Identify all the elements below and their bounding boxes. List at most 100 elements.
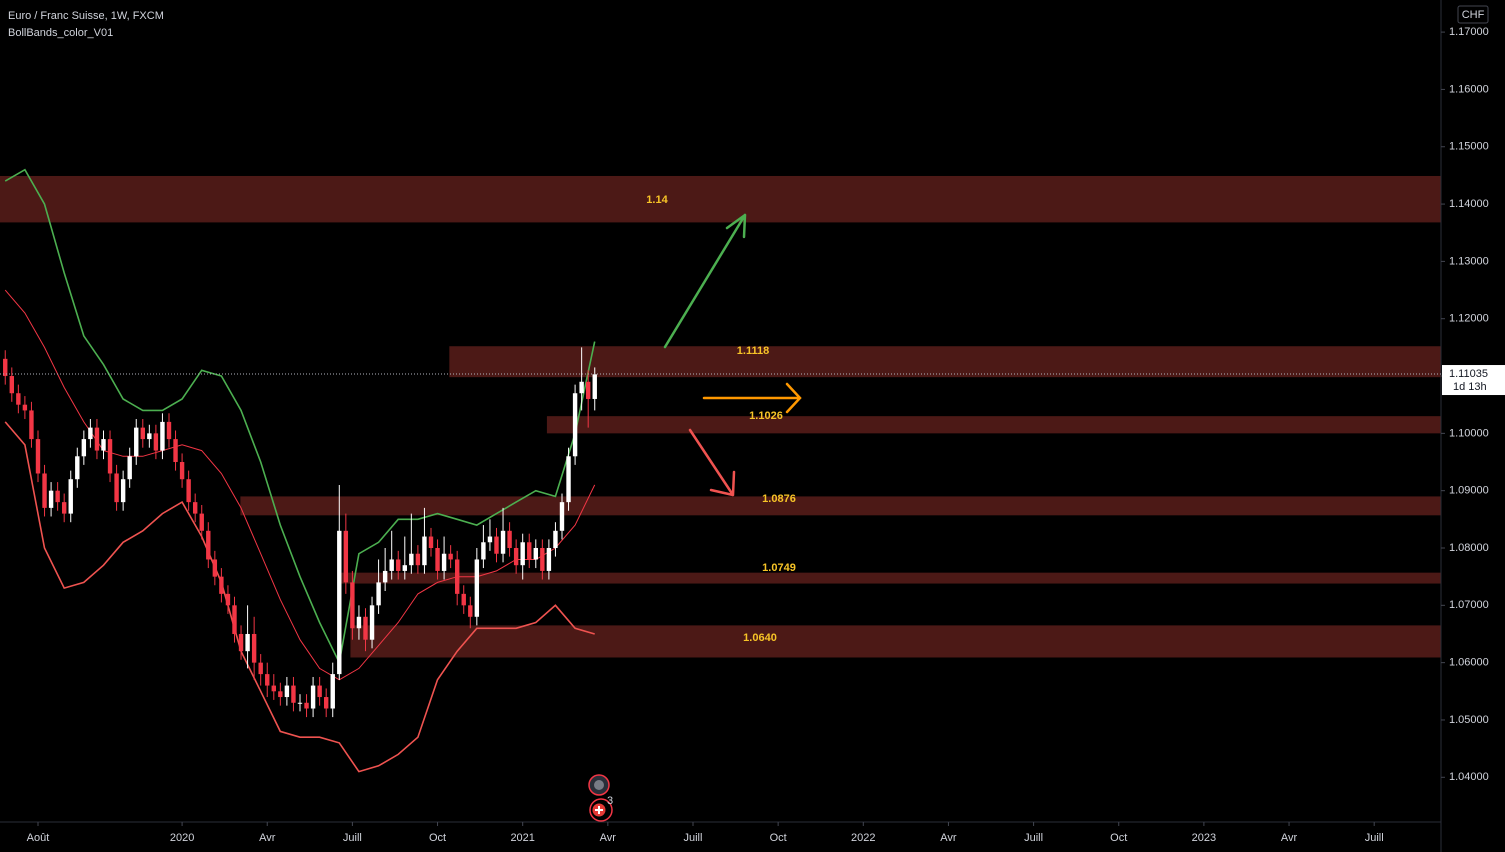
x-tick-label: Juill [684,832,703,844]
candle-body [179,462,185,480]
y-tick-label: 1.04000 [1449,771,1489,783]
x-tick-label: 2022 [851,832,875,844]
countdown: 1d 13h [1453,381,1487,393]
candle-body [127,456,132,480]
candle-body [88,427,93,440]
y-tick-label: 1.14000 [1449,198,1489,210]
candle-body [134,427,139,457]
x-tick-label: Avr [940,832,957,844]
y-tick-label: 1.13000 [1449,255,1489,267]
x-tick-label: 2021 [510,832,534,844]
candle-body [579,381,584,394]
candle-body [330,674,335,709]
candle-body [441,553,447,571]
candle-body [500,530,506,554]
up-arrow [663,213,747,349]
candle-body [173,439,178,463]
candle-body [369,605,375,640]
candle-body [225,593,231,606]
down-arrow [688,428,736,497]
x-tick-label: Oct [770,832,787,844]
zone-label: 1.0749 [762,562,796,574]
flag-cross [595,806,603,814]
candle-body [120,479,126,503]
zone [350,625,1441,658]
candle-body [376,582,381,606]
candle-body [350,582,355,629]
y-tick-label: 1.15000 [1449,141,1489,153]
candle-body [435,548,440,571]
candle-body [68,479,73,514]
candle-body [566,456,571,503]
candle-body [55,490,60,503]
indicator-name: BollBands_color_V01 [8,27,113,39]
candle-body [481,542,486,560]
last-price-box [1442,365,1505,396]
zone [339,572,1441,584]
zone-label: 1.0640 [743,632,777,644]
candle-body [415,553,421,566]
y-tick-label: 1.05000 [1449,714,1489,726]
zone-label: 1.0876 [762,493,796,505]
zone-label: 1.14 [646,194,668,206]
candle-body [232,605,237,634]
currency[interactable]: CHF [1462,9,1485,21]
event-icon-inner [594,780,604,790]
candle-body [81,439,87,457]
candle-body [271,685,276,692]
y-tick-label: 1.09000 [1449,485,1489,497]
candle-body [507,530,512,548]
candle-body [166,421,172,440]
candle-body [278,691,283,698]
candle-body [284,685,290,698]
candle-body [251,633,257,663]
x-tick-label: 2023 [1192,832,1216,844]
candle-body [428,536,434,548]
candle-body [199,513,204,531]
candle-body [238,633,244,652]
x-tick-label: Oct [429,832,446,844]
candle-body [310,685,316,709]
currency-box[interactable] [1457,5,1489,24]
candle-body [402,565,407,571]
candle-body [22,404,28,411]
candle-body [3,358,8,377]
last-price-label: 1.11035 [1449,368,1488,380]
event-count: 3 [607,795,613,807]
candle-body [520,542,525,566]
candle-body [592,374,597,399]
candle-body [317,685,322,698]
zone [240,496,1441,516]
chart-title: Euro / Franc Suisse, 1W, FXCM [8,10,164,22]
candle-body [35,439,41,474]
x-tick-label: Juill [343,832,362,844]
candle-body [192,502,198,514]
candle-body [527,542,532,560]
candle-body [540,548,545,571]
x-tick-label: Avr [1281,832,1298,844]
x-tick-label: Avr [600,832,617,844]
candle-body [206,530,211,560]
candle-body [337,530,342,675]
y-tick-label: 1.10000 [1449,427,1489,439]
x-tick-label: Oct [1110,832,1127,844]
y-tick-label: 1.16000 [1449,83,1489,95]
candle-body [461,593,466,606]
candle-body [474,559,480,617]
candle-body [487,536,493,543]
arrows [663,213,802,497]
candle-body [153,433,159,451]
candle-body [389,559,394,571]
y-tick-label: 1.06000 [1449,657,1489,669]
candle-body [356,616,362,629]
candle-body [160,421,165,451]
candle-body [245,633,250,652]
x-tick-label: Avr [259,832,276,844]
candle-body [94,427,100,451]
candle-body [297,702,303,704]
x-tick-label: Juill [1365,832,1384,844]
zone-label: 1.1026 [749,410,783,422]
candle-body [553,530,558,548]
candle-body [533,548,538,560]
